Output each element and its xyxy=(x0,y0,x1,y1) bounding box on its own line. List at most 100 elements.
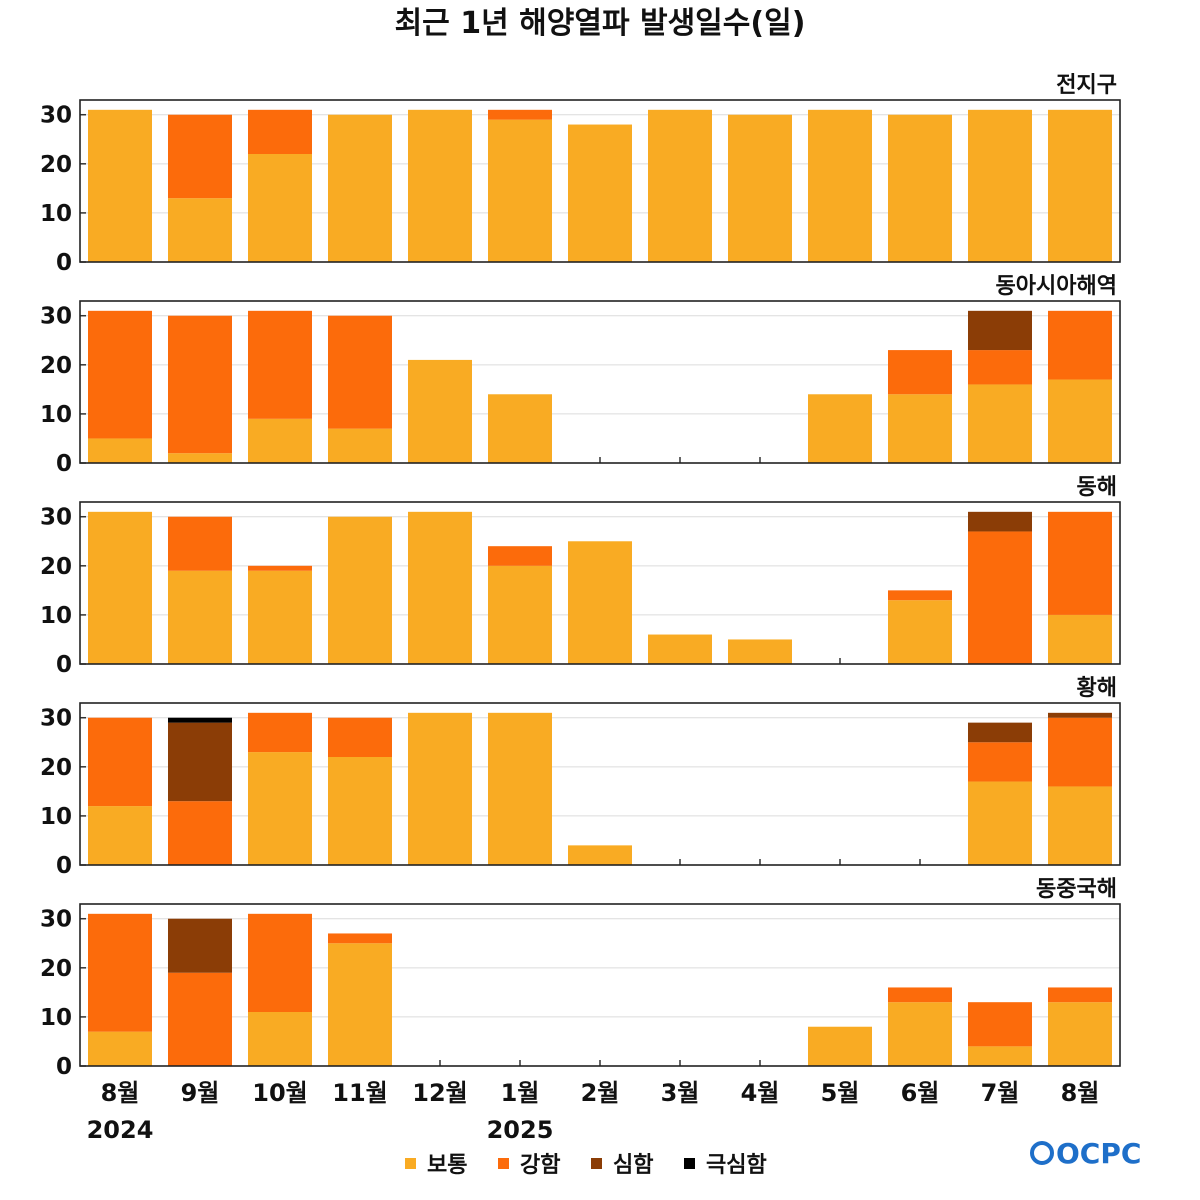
bar-strong-11 xyxy=(888,350,952,395)
panel-frame xyxy=(79,99,1121,263)
bar-normal-6 xyxy=(488,394,552,463)
bar-normal-4 xyxy=(328,516,392,664)
bar-normal-1 xyxy=(88,511,152,664)
panel-5: 동중국해 0 10 20 30 xyxy=(40,877,1121,1080)
bar-normal-8 xyxy=(648,634,712,664)
bar-normal-9 xyxy=(728,114,792,263)
x-tick-label: 10월 xyxy=(252,1079,307,1107)
y-tick-label: 10 xyxy=(40,804,72,830)
bar-strong-3 xyxy=(248,109,312,154)
panel-frame xyxy=(79,702,1121,866)
x-tick-label: 3월 xyxy=(661,1079,700,1107)
bar-normal-2 xyxy=(168,198,232,262)
bar-normal-3 xyxy=(248,570,312,664)
panels-group: 전지구 0 10 20 30 동아시아해역 0 10 20 30 동해 0 10 20 30 황해 0 10 20 3… xyxy=(40,73,1121,1080)
logo-text: OCPC xyxy=(1056,1137,1141,1170)
bar-normal-6 xyxy=(488,119,552,263)
bar-strong-13 xyxy=(1048,987,1112,1003)
bar-strong-12 xyxy=(968,531,1032,664)
y-tick-label: 0 xyxy=(56,250,72,276)
bar-strong-12 xyxy=(968,742,1032,782)
legend-swatch-strong xyxy=(498,1158,509,1169)
bar-strong-1 xyxy=(88,913,152,1032)
x-tick-label: 2월 xyxy=(581,1079,620,1107)
bar-strong-11 xyxy=(888,987,952,1003)
bar-strong-1 xyxy=(88,310,152,439)
y-tick-label: 20 xyxy=(40,152,72,178)
panel-2: 동아시아해역 0 10 20 30 xyxy=(40,274,1121,477)
bar-strong-13 xyxy=(1048,717,1112,787)
panel-frame xyxy=(79,300,1121,464)
panel-title: 동중국해 xyxy=(1036,877,1117,902)
bar-normal-12 xyxy=(968,109,1032,263)
legend-label-extreme: 극심함 xyxy=(706,1153,767,1178)
bar-strong-4 xyxy=(328,315,392,429)
panel-3: 동해 0 10 20 30 xyxy=(40,475,1121,678)
bar-normal-3 xyxy=(248,1012,312,1066)
panel-4: 황해 0 10 20 30 xyxy=(40,676,1121,879)
bar-normal-7 xyxy=(568,124,632,262)
bar-strong-3 xyxy=(248,565,312,571)
bar-normal-3 xyxy=(248,752,312,865)
legend-swatch-extreme xyxy=(684,1158,695,1169)
bar-strong-3 xyxy=(248,712,312,753)
legend-label-strong: 강함 xyxy=(520,1153,560,1178)
panel-frame xyxy=(79,903,1121,1067)
bar-strong-2 xyxy=(168,801,232,865)
legend-swatch-normal xyxy=(405,1158,416,1169)
bar-normal-8 xyxy=(648,109,712,263)
bar-normal-11 xyxy=(888,114,952,263)
bar-normal-2 xyxy=(168,570,232,664)
bar-severe-12 xyxy=(968,722,1032,743)
bar-normal-7 xyxy=(568,845,632,865)
x-tick-label: 5월 xyxy=(821,1079,860,1107)
y-tick-label: 0 xyxy=(56,652,72,678)
bar-normal-4 xyxy=(328,757,392,865)
y-tick-label: 10 xyxy=(40,1005,72,1031)
legend-swatch-severe xyxy=(591,1158,602,1169)
bar-normal-1 xyxy=(88,438,152,463)
bar-severe-2 xyxy=(168,722,232,802)
bar-normal-5 xyxy=(408,109,472,263)
bar-normal-1 xyxy=(88,109,152,263)
bar-normal-5 xyxy=(408,511,472,664)
bar-normal-1 xyxy=(88,1031,152,1066)
year-label: 2024 xyxy=(87,1116,154,1144)
bar-normal-5 xyxy=(408,712,472,865)
x-tick-label: 1월 xyxy=(501,1079,540,1107)
panel-frame xyxy=(79,501,1121,665)
bar-strong-6 xyxy=(488,109,552,120)
x-tick-label: 9월 xyxy=(181,1079,220,1107)
bar-normal-10 xyxy=(808,109,872,263)
bar-normal-7 xyxy=(568,541,632,664)
logo-mark-icon xyxy=(1030,1141,1054,1165)
panel-title: 전지구 xyxy=(1056,73,1117,98)
bar-severe-12 xyxy=(968,310,1032,351)
bar-normal-12 xyxy=(968,781,1032,865)
bar-normal-4 xyxy=(328,114,392,263)
bar-normal-11 xyxy=(888,1002,952,1066)
bar-strong-2 xyxy=(168,315,232,454)
x-tick-label: 8월 xyxy=(1061,1079,1100,1107)
bar-strong-13 xyxy=(1048,511,1112,615)
bar-normal-12 xyxy=(968,384,1032,463)
bar-normal-4 xyxy=(328,943,392,1066)
y-tick-label: 30 xyxy=(40,103,72,129)
bar-normal-13 xyxy=(1048,109,1112,263)
legend-label-severe: 심함 xyxy=(613,1153,653,1178)
y-tick-label: 20 xyxy=(40,956,72,982)
bar-strong-1 xyxy=(88,717,152,807)
bar-strong-12 xyxy=(968,1002,1032,1047)
chart-title: 최근 1년 해양열파 발생일수(일) xyxy=(395,6,806,41)
bar-strong-4 xyxy=(328,717,392,757)
bar-normal-1 xyxy=(88,806,152,865)
bar-strong-3 xyxy=(248,913,312,1012)
bar-normal-5 xyxy=(408,359,472,463)
panel-1: 전지구 0 10 20 30 xyxy=(40,73,1121,276)
bar-extreme-2 xyxy=(168,717,232,723)
bar-normal-2 xyxy=(168,453,232,463)
bar-normal-3 xyxy=(248,418,312,463)
bar-strong-2 xyxy=(168,114,232,199)
legend-label-normal: 보통 xyxy=(427,1153,467,1178)
